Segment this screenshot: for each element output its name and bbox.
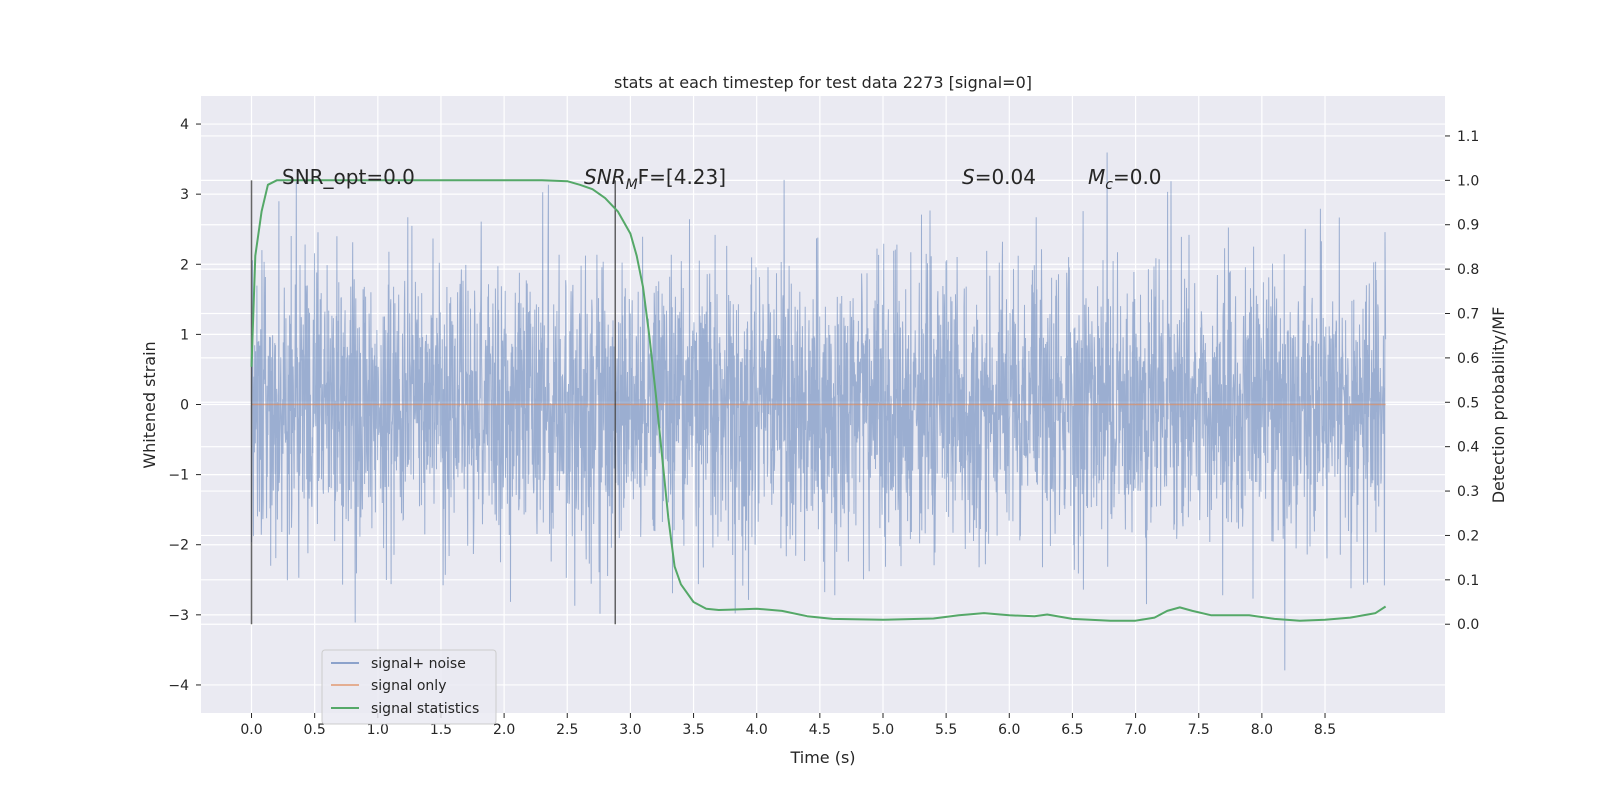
- legend-box: [321, 649, 497, 725]
- annotation-snr-mf: SNRMF=[4.23]: [584, 165, 726, 193]
- y-right-tick-label: 0.1: [1457, 573, 1479, 589]
- y-left-tick-label: 0: [180, 398, 189, 414]
- x-tick-label: 4.5: [809, 722, 831, 738]
- annotation-s-rest: =0.04: [975, 165, 1036, 189]
- series-signal-statistics: [250, 179, 1387, 622]
- x-tick-label: 0.5: [304, 722, 326, 738]
- y-right-tick-label: 1.0: [1457, 173, 1479, 189]
- x-tick-label: 2.5: [556, 722, 578, 738]
- annotation-snr-mf-rest: F=[4.23]: [638, 165, 726, 189]
- legend: signal+ noise signal only signal statist…: [321, 649, 497, 725]
- y-left-tick-label: −1: [168, 468, 189, 484]
- x-tick-label: 6.5: [1061, 722, 1083, 738]
- legend-entry-signal-only: signal only: [371, 678, 446, 694]
- x-tick-label: 0.0: [240, 722, 262, 738]
- y-right-tick-label: 0.8: [1457, 262, 1479, 278]
- annotation-s-italic: S: [962, 165, 975, 189]
- y-right-tick-label: 0.0: [1457, 617, 1479, 633]
- y-right-tick-label: 0.3: [1457, 484, 1479, 500]
- x-tick-label: 3.5: [682, 722, 704, 738]
- x-tick-label: 6.0: [998, 722, 1020, 738]
- y-right-tick-label: 1.1: [1457, 129, 1479, 145]
- y-right-tick-label: 0.7: [1457, 307, 1479, 323]
- annotation-s: S=0.04: [962, 165, 1036, 189]
- y-right-tick-label: 0.4: [1457, 440, 1479, 456]
- y-left-tick-label: 3: [180, 187, 189, 203]
- x-tick-label: 2.0: [493, 722, 515, 738]
- x-tick-label: 1.0: [367, 722, 389, 738]
- x-tick-label: 7.5: [1188, 722, 1210, 738]
- series-signal-plus-noise: [251, 152, 1387, 671]
- x-tick-label: 8.0: [1251, 722, 1273, 738]
- annotation-mc: Mc=0.0: [1088, 165, 1162, 193]
- y-left-tick-label: −4: [168, 678, 189, 694]
- annotation-snr-mf-sub: M: [626, 177, 638, 193]
- signal-statistics-line: [250, 179, 1387, 622]
- y-right-tick-label: 0.5: [1457, 395, 1479, 411]
- x-tick-label: 8.5: [1314, 722, 1336, 738]
- y-left-axis-ticks: 4 3 2 1 0 −1 −2 −3 −4: [168, 117, 201, 694]
- y-right-tick-label: 0.2: [1457, 528, 1479, 544]
- vertical-markers: [250, 180, 616, 625]
- signal-plus-noise-line: [251, 152, 1387, 671]
- y-right-tick-label: 0.6: [1457, 351, 1479, 367]
- y-left-tick-label: 2: [180, 257, 189, 273]
- legend-entry-signal-plus-noise: signal+ noise: [371, 656, 466, 672]
- y-right-axis-ticks: 1.1 1.0 0.9 0.8 0.7 0.6 0.5 0.4 0.3 0.2 0.1 0.0: [1445, 129, 1479, 633]
- y-left-axis-label: Whitened strain: [140, 341, 159, 468]
- legend-entry-signal-statistics: signal statistics: [371, 701, 479, 717]
- x-axis-label: Time (s): [789, 748, 855, 767]
- annotation-snr-mf-italic: SNR: [584, 165, 626, 189]
- x-tick-label: 5.0: [872, 722, 894, 738]
- x-tick-label: 1.5: [430, 722, 452, 738]
- chart-title: stats at each timestep for test data 227…: [614, 73, 1032, 92]
- annotation-mc-rest: =0.0: [1113, 165, 1162, 189]
- y-left-tick-label: −3: [168, 608, 189, 624]
- y-left-tick-label: 4: [180, 117, 189, 133]
- x-tick-label: 5.5: [935, 722, 957, 738]
- annotation-snr-opt: SNR_opt=0.0: [282, 165, 415, 189]
- x-tick-label: 7.0: [1124, 722, 1146, 738]
- x-tick-label: 4.0: [746, 722, 768, 738]
- y-right-tick-label: 0.9: [1457, 218, 1479, 234]
- y-left-tick-label: 1: [180, 327, 189, 343]
- y-right-axis-label: Detection probability/MF: [1489, 307, 1508, 504]
- annotation-mc-italic: M: [1088, 165, 1105, 189]
- x-tick-label: 3.0: [619, 722, 641, 738]
- x-axis-ticks: 0.0 0.5 1.0 1.5 2.0 2.5 3.0 3.5 4.0 4.5 5.0 5.5 6.0 6…: [240, 713, 1336, 738]
- annotation-mc-sub: c: [1105, 177, 1113, 193]
- y-left-tick-label: −2: [168, 538, 189, 554]
